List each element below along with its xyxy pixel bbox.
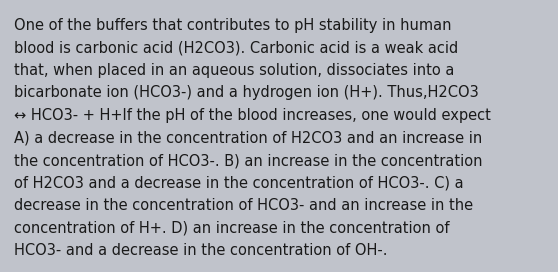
Text: bicarbonate ion (HCO3-) and a hydrogen ion (H+). Thus,H2CO3: bicarbonate ion (HCO3-) and a hydrogen i… <box>14 85 479 100</box>
Text: decrease in the concentration of HCO3- and an increase in the: decrease in the concentration of HCO3- a… <box>14 198 473 213</box>
Text: that, when placed in an aqueous solution, dissociates into a: that, when placed in an aqueous solution… <box>14 63 454 78</box>
Text: the concentration of HCO3-. B) an increase in the concentration: the concentration of HCO3-. B) an increa… <box>14 153 483 168</box>
Text: ↔ HCO3- + H+If the pH of the blood increases, one would expect: ↔ HCO3- + H+If the pH of the blood incre… <box>14 108 491 123</box>
Text: A) a decrease in the concentration of H2CO3 and an increase in: A) a decrease in the concentration of H2… <box>14 131 482 146</box>
Text: of H2CO3 and a decrease in the concentration of HCO3-. C) a: of H2CO3 and a decrease in the concentra… <box>14 175 464 190</box>
Text: blood is carbonic acid (H2CO3). Carbonic acid is a weak acid: blood is carbonic acid (H2CO3). Carbonic… <box>14 41 458 55</box>
Text: HCO3- and a decrease in the concentration of OH-.: HCO3- and a decrease in the concentratio… <box>14 243 387 258</box>
Text: concentration of H+. D) an increase in the concentration of: concentration of H+. D) an increase in t… <box>14 221 450 236</box>
Text: One of the buffers that contributes to pH stability in human: One of the buffers that contributes to p… <box>14 18 451 33</box>
